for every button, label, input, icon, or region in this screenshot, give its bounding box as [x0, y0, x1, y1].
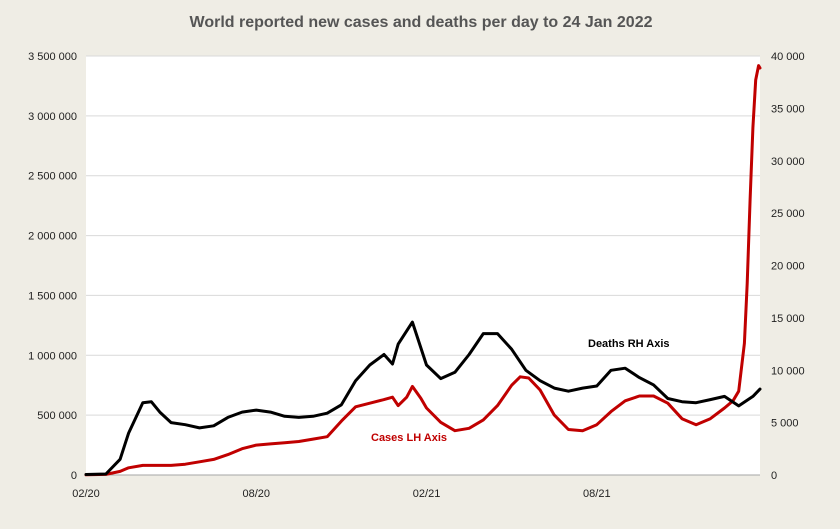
deaths-series-line [84, 320, 762, 476]
series-lines [84, 64, 762, 477]
cases-annotation: Cases LH Axis [371, 432, 447, 444]
x-axis-ticks: 02/20 08/20 02/21 08/21 [72, 488, 610, 500]
right-tick-label: 0 [771, 470, 777, 482]
x-tick-label: 08/21 [583, 488, 611, 500]
right-tick-label: 40 000 [771, 51, 805, 63]
x-tick-label: 02/20 [72, 488, 100, 500]
right-tick-label: 25 000 [771, 208, 805, 220]
left-tick-label: 3 000 000 [28, 111, 77, 123]
left-tick-label: 2 000 000 [28, 231, 77, 243]
left-tick-label: 3 500 000 [28, 51, 77, 63]
right-tick-label: 10 000 [771, 365, 805, 377]
chart-title: World reported new cases and deaths per … [190, 14, 653, 31]
left-tick-label: 500 000 [37, 410, 77, 422]
cases-series-line [84, 64, 762, 477]
right-tick-label: 5 000 [771, 418, 799, 430]
right-tick-label: 15 000 [771, 313, 805, 325]
left-tick-label: 2 500 000 [28, 171, 77, 183]
right-axis-ticks: 0 5 000 10 000 15 000 20 000 25 000 30 000 35 0… [771, 51, 805, 482]
left-tick-label: 1 500 000 [28, 290, 77, 302]
deaths-annotation: Deaths RH Axis [588, 338, 670, 350]
plot-area [86, 56, 760, 475]
left-tick-label: 0 [71, 470, 77, 482]
right-tick-label: 20 000 [771, 261, 805, 273]
x-tick-label: 02/21 [413, 488, 441, 500]
left-tick-label: 1 000 000 [28, 350, 77, 362]
left-axis-ticks: 0 500 000 1 000 000 1 500 000 2 000 000 2 500… [28, 51, 77, 482]
x-tick-label: 08/20 [243, 488, 271, 500]
right-tick-label: 35 000 [771, 103, 805, 115]
right-tick-label: 30 000 [771, 156, 805, 168]
